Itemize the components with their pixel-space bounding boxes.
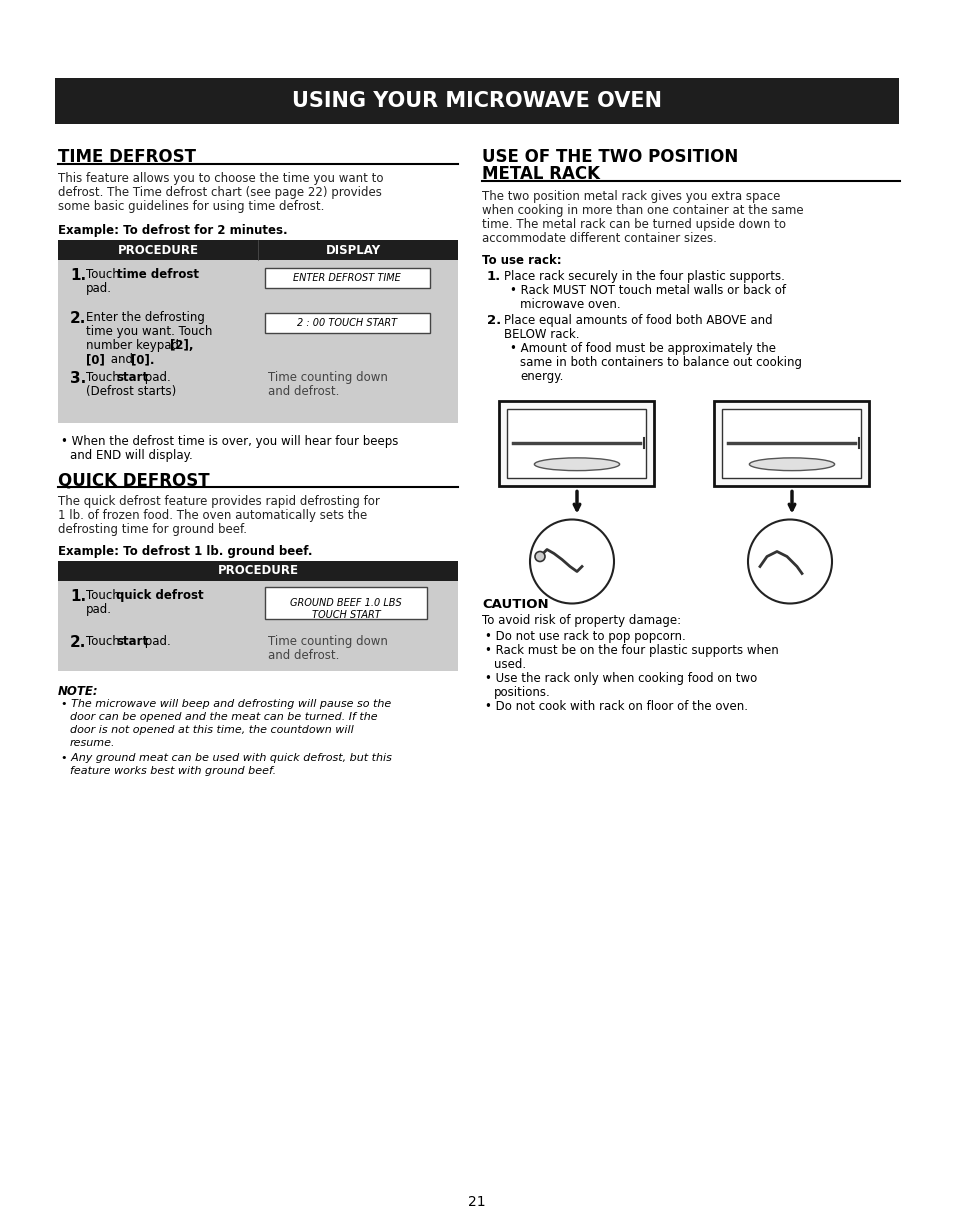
Text: same in both containers to balance out cooking: same in both containers to balance out c…	[519, 356, 801, 369]
Text: PROCEDURE: PROCEDURE	[217, 565, 298, 577]
Text: pad.: pad.	[141, 635, 171, 648]
Text: Touch: Touch	[86, 635, 123, 648]
Bar	[507, 408, 646, 477]
Text: NOTE:: NOTE:	[58, 685, 98, 698]
Text: 1.: 1.	[70, 268, 86, 283]
Text: feature works best with ground beef.: feature works best with ground beef.	[70, 766, 275, 777]
Ellipse shape	[749, 457, 834, 471]
Text: quick defrost: quick defrost	[116, 589, 203, 602]
Bar	[265, 313, 430, 333]
Text: time. The metal rack can be turned upside down to: time. The metal rack can be turned upsid…	[481, 218, 785, 231]
Text: • Amount of food must be approximately the: • Amount of food must be approximately t…	[510, 342, 775, 355]
Text: The quick defrost feature provides rapid defrosting for: The quick defrost feature provides rapid…	[58, 495, 379, 508]
Text: some basic guidelines for using time defrost.: some basic guidelines for using time def…	[58, 201, 324, 213]
Bar	[265, 268, 430, 287]
Text: pad.: pad.	[86, 603, 112, 616]
Text: (Defrost starts): (Defrost starts)	[86, 385, 176, 397]
Text: TOUCH START: TOUCH START	[312, 610, 380, 620]
Text: 21: 21	[468, 1195, 485, 1210]
Text: Touch: Touch	[86, 268, 123, 281]
Text: door is not opened at this time, the countdown will: door is not opened at this time, the cou…	[70, 725, 354, 735]
Text: 1 lb. of frozen food. The oven automatically sets the: 1 lb. of frozen food. The oven automatic…	[58, 509, 367, 522]
Text: 1.: 1.	[70, 589, 86, 604]
Text: pad.: pad.	[141, 371, 171, 384]
Circle shape	[530, 520, 614, 603]
Text: GROUND BEEF 1.0 LBS: GROUND BEEF 1.0 LBS	[290, 598, 401, 608]
Text: • The microwave will beep and defrosting will pause so the: • The microwave will beep and defrosting…	[61, 700, 391, 709]
Text: and END will display.: and END will display.	[70, 449, 193, 462]
Text: 2.: 2.	[70, 635, 87, 649]
Text: positions.: positions.	[494, 686, 550, 700]
Text: TIME DEFROST: TIME DEFROST	[58, 148, 195, 166]
Text: This feature allows you to choose the time you want to: This feature allows you to choose the ti…	[58, 172, 383, 185]
Text: • Any ground meat can be used with quick defrost, but this: • Any ground meat can be used with quick…	[61, 753, 392, 763]
Circle shape	[747, 520, 831, 603]
Bar	[55, 78, 898, 124]
Text: used.: used.	[494, 658, 525, 671]
Bar	[265, 587, 427, 619]
Text: when cooking in more than one container at the same: when cooking in more than one container …	[481, 204, 802, 216]
Text: To avoid risk of property damage:: To avoid risk of property damage:	[481, 614, 680, 627]
Text: and: and	[107, 353, 136, 366]
Text: 2 : 00 TOUCH START: 2 : 00 TOUCH START	[296, 318, 396, 328]
Bar	[721, 408, 861, 477]
Bar	[58, 581, 457, 671]
Text: pad.: pad.	[86, 283, 112, 295]
Text: [0]: [0]	[86, 353, 105, 366]
Text: number keypad: number keypad	[86, 339, 183, 352]
Text: Example: To defrost 1 lb. ground beef.: Example: To defrost 1 lb. ground beef.	[58, 545, 313, 558]
Text: microwave oven.: microwave oven.	[519, 298, 620, 311]
Text: METAL RACK: METAL RACK	[481, 165, 599, 183]
Bar	[58, 561, 457, 581]
Text: Place rack securely in the four plastic supports.: Place rack securely in the four plastic …	[503, 270, 784, 283]
Text: start: start	[116, 635, 148, 648]
Text: • Do not cook with rack on floor of the oven.: • Do not cook with rack on floor of the …	[484, 700, 747, 713]
Text: Time counting down: Time counting down	[268, 635, 388, 648]
Text: defrosting time for ground beef.: defrosting time for ground beef.	[58, 523, 247, 536]
Text: door can be opened and the meat can be turned. If the: door can be opened and the meat can be t…	[70, 712, 377, 722]
Text: and defrost.: and defrost.	[268, 385, 339, 397]
Text: 2.: 2.	[486, 314, 500, 327]
Text: • Rack MUST NOT touch metal walls or back of: • Rack MUST NOT touch metal walls or bac…	[510, 284, 785, 297]
Text: time you want. Touch: time you want. Touch	[86, 325, 213, 338]
Text: • When the defrost time is over, you will hear four beeps: • When the defrost time is over, you wil…	[61, 435, 398, 448]
Text: energy.: energy.	[519, 371, 563, 383]
Text: • Rack must be on the four plastic supports when: • Rack must be on the four plastic suppo…	[484, 645, 778, 657]
Text: resume.: resume.	[70, 737, 115, 748]
Text: accommodate different container sizes.: accommodate different container sizes.	[481, 232, 716, 245]
Bar	[714, 400, 868, 486]
Text: [2],: [2],	[170, 339, 193, 352]
Text: defrost. The Time defrost chart (see page 22) provides: defrost. The Time defrost chart (see pag…	[58, 186, 381, 199]
Text: • Do not use rack to pop popcorn.: • Do not use rack to pop popcorn.	[484, 630, 685, 643]
Text: The two position metal rack gives you extra space: The two position metal rack gives you ex…	[481, 190, 780, 203]
Text: Place equal amounts of food both ABOVE and: Place equal amounts of food both ABOVE a…	[503, 314, 772, 327]
Text: BELOW rack.: BELOW rack.	[503, 328, 578, 341]
Text: 3.: 3.	[70, 371, 86, 386]
Text: Touch: Touch	[86, 589, 123, 602]
Text: 2.: 2.	[70, 311, 87, 327]
Text: DISPLAY: DISPLAY	[325, 243, 380, 257]
Text: ENTER DEFROST TIME: ENTER DEFROST TIME	[293, 273, 400, 283]
Text: start: start	[116, 371, 148, 384]
Bar	[58, 260, 457, 423]
Text: Touch: Touch	[86, 371, 123, 384]
Ellipse shape	[534, 457, 619, 471]
Bar	[58, 240, 457, 260]
Text: Time counting down: Time counting down	[268, 371, 388, 384]
Text: CAUTION: CAUTION	[481, 598, 548, 612]
Text: Example: To defrost for 2 minutes.: Example: To defrost for 2 minutes.	[58, 224, 287, 237]
Text: QUICK DEFROST: QUICK DEFROST	[58, 471, 210, 489]
Text: and defrost.: and defrost.	[268, 649, 339, 662]
Bar	[499, 400, 654, 486]
Text: USING YOUR MICROWAVE OVEN: USING YOUR MICROWAVE OVEN	[292, 91, 661, 111]
Text: To use rack:: To use rack:	[481, 254, 561, 267]
Circle shape	[535, 552, 544, 561]
Text: [0].: [0].	[131, 353, 154, 366]
Text: PROCEDURE: PROCEDURE	[117, 243, 198, 257]
Text: USE OF THE TWO POSITION: USE OF THE TWO POSITION	[481, 148, 738, 166]
Text: 1.: 1.	[486, 270, 500, 283]
Text: time defrost: time defrost	[117, 268, 199, 281]
Text: • Use the rack only when cooking food on two: • Use the rack only when cooking food on…	[484, 671, 757, 685]
Text: Enter the defrosting: Enter the defrosting	[86, 311, 205, 324]
